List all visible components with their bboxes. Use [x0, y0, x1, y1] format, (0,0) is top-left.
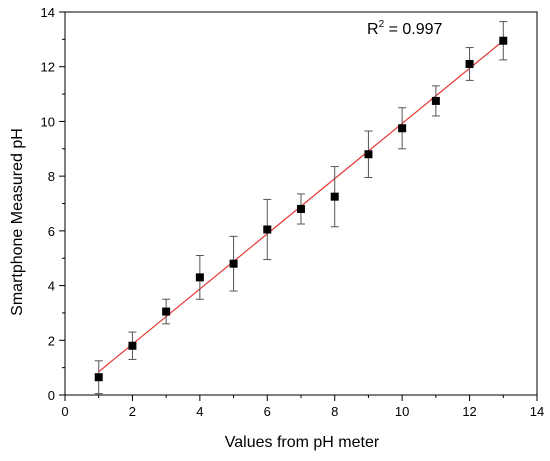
data-point: [162, 307, 171, 316]
data-point: [465, 59, 474, 68]
y-tick-label: 2: [48, 333, 55, 348]
r-squared-annotation: R2 = 0.997: [367, 19, 443, 38]
y-tick-label: 6: [48, 224, 55, 239]
data-points: [94, 36, 508, 382]
data-point: [94, 373, 103, 382]
y-tick-label: 4: [48, 279, 55, 294]
y-tick-label: 14: [41, 5, 55, 20]
y-tick-label: 12: [41, 60, 55, 75]
data-point: [398, 124, 407, 133]
data-point: [431, 96, 440, 105]
x-tick-label: 10: [395, 404, 409, 419]
data-point: [499, 36, 508, 45]
r-squared-superscript: 2: [379, 19, 385, 30]
data-point: [128, 341, 137, 350]
data-point: [364, 150, 373, 159]
x-tick-label: 0: [61, 404, 68, 419]
y-tick-label: 10: [41, 114, 55, 129]
x-tick-label: 8: [331, 404, 338, 419]
data-point: [263, 225, 272, 234]
y-axis-title: Smartphone Measured pH: [9, 128, 26, 316]
y-tick-label: 8: [48, 169, 55, 184]
y-tick-label: 0: [48, 388, 55, 403]
x-tick-label: 14: [530, 404, 544, 419]
data-point: [297, 204, 305, 213]
r-squared-base: R: [367, 21, 379, 38]
data-point: [229, 259, 238, 268]
x-tick-label: 2: [129, 404, 136, 419]
data-point: [330, 192, 339, 201]
r-squared-value: = 0.997: [384, 21, 442, 38]
x-tick-label: 12: [462, 404, 476, 419]
x-tick-label: 6: [264, 404, 271, 419]
x-tick-label: 4: [196, 404, 203, 419]
x-axis-title: Values from pH meter: [225, 434, 380, 451]
data-point: [195, 273, 204, 282]
axis-ticks: 0 2 4 6 8 10 12 14 0 2 4 6 8 10 12 14: [41, 5, 545, 419]
